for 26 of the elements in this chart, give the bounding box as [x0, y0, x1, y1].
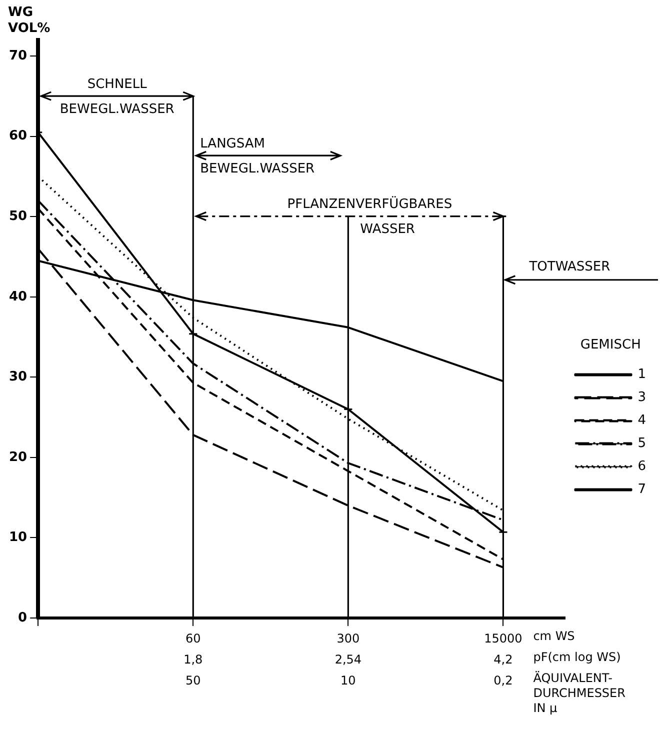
x-tick-label: 60 1,8 50 [184, 632, 203, 688]
y-tick-label: 40 [8, 289, 28, 304]
y-tick-label: 30 [8, 370, 28, 385]
legend-label: 7 [638, 482, 646, 498]
text: cm WS [533, 629, 575, 644]
y-tick-label: 20 [8, 450, 28, 465]
text: ÄQUIVALENT- DURCHMESSER IN µ [533, 671, 626, 716]
y-tick-label: 50 [8, 208, 28, 224]
legend-label: 3 [638, 390, 646, 406]
x-tick-label: 15000 4,2 0,2 [484, 632, 522, 688]
y-tick-label: 10 [8, 530, 28, 546]
y-tick-label: 60 [8, 128, 28, 144]
y-tick-label: 70 [8, 48, 28, 64]
legend-label: 5 [638, 436, 646, 452]
annotation: PFLANZENVERFÜGBARES WASSER [287, 196, 452, 238]
y-axis-title: WG VOL% [8, 4, 50, 36]
legend-title: GEMISCH [580, 338, 641, 353]
annotation: LANGSAM BEWEGL.WASSER [200, 136, 315, 176]
annotation: TOTWASSER [528, 260, 610, 275]
legend-label: 6 [638, 459, 646, 474]
legend-label: 1 [638, 367, 646, 382]
text: pF(cm log WS) [533, 650, 621, 664]
annotation: SCHNELL BEWEGL.WASSER [60, 76, 174, 117]
legend-label: 4 [638, 413, 646, 428]
y-tick-label: 0 [18, 610, 28, 626]
x-tick-label: 300 2,54 10 [334, 632, 362, 688]
